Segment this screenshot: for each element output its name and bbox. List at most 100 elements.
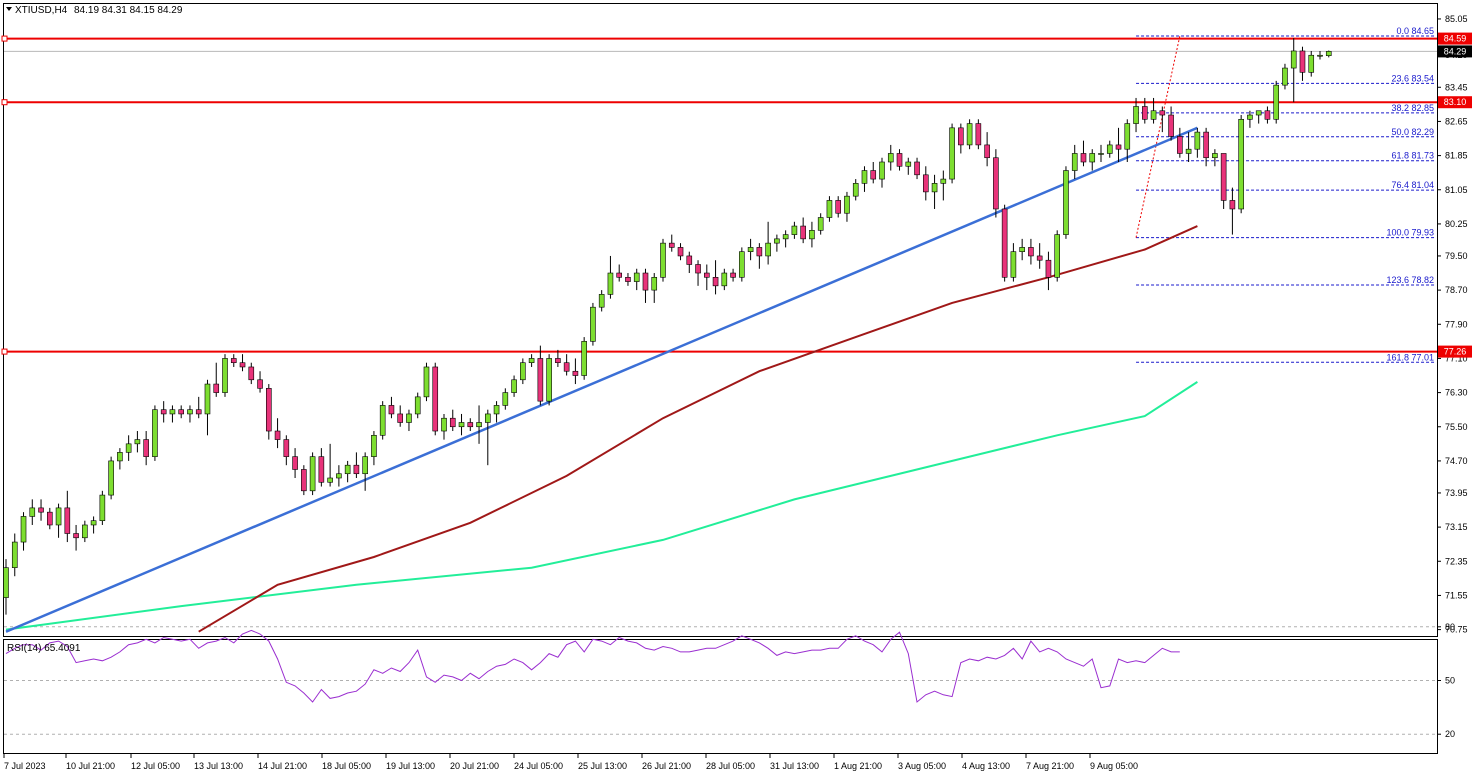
price-tick-label: 80.25 (1445, 219, 1468, 229)
price-tag-label: 84.59 (1444, 34, 1467, 44)
rsi-tick-label: 50 (1445, 676, 1455, 686)
bullish-candle (108, 460, 114, 496)
bullish-candle (1317, 54, 1323, 57)
bullish-candle (546, 358, 552, 402)
bullish-candle (1255, 110, 1262, 116)
bullish-candle (1089, 153, 1096, 163)
bullish-candle (1325, 51, 1332, 56)
bullish-candle (844, 195, 850, 214)
bearish-candle (213, 383, 220, 393)
price-tick-label: 70.75 (1445, 625, 1468, 635)
bearish-candle (616, 272, 623, 278)
price-tick-label: 77.10 (1445, 353, 1468, 363)
time-tick-label: 31 Jul 13:00 (770, 761, 819, 771)
level-anchor-handle (1, 35, 8, 42)
price-tick-label: 81.05 (1445, 185, 1468, 195)
bullish-candle (309, 456, 316, 492)
bearish-candle (38, 507, 44, 513)
bearish-candle (248, 366, 255, 381)
horizontal-levels[interactable] (1, 35, 1437, 355)
bullish-candle (1150, 110, 1157, 120)
price-tag (1438, 45, 1472, 58)
bearish-candle (537, 358, 544, 402)
bullish-candle (362, 456, 368, 475)
bullish-candle (633, 272, 640, 282)
bullish-candle (581, 341, 587, 376)
price-tick-label: 76.30 (1445, 388, 1468, 398)
bearish-candle (449, 417, 456, 428)
bearish-candle (896, 153, 903, 167)
bearish-candle (870, 170, 877, 180)
price-tag (1438, 345, 1472, 358)
bearish-candle (1177, 136, 1183, 154)
bullish-candle (3, 567, 9, 598)
bullish-candle (1185, 148, 1192, 154)
bearish-candle (73, 533, 79, 539)
bearish-candle (1036, 255, 1043, 261)
bearish-candle (64, 507, 71, 534)
bearish-candle (993, 157, 999, 210)
bullish-candle (852, 183, 859, 197)
bullish-candle (29, 507, 36, 517)
bearish-candle (668, 242, 675, 248)
bullish-candle (1308, 54, 1315, 73)
price-tag-label: 83.10 (1444, 97, 1467, 107)
bearish-candle (1028, 247, 1034, 257)
rsi-label: RSI(14) 65.4091 (7, 643, 81, 654)
bullish-candle (940, 178, 947, 184)
chart-header: XTIUSD,H4 84.19 84.31 84.15 84.29 (6, 5, 183, 16)
bearish-candle (555, 358, 561, 364)
time-tick-label: 1 Aug 21:00 (834, 761, 882, 771)
price-tick-label: 79.50 (1445, 251, 1468, 261)
bullish-candle (1124, 123, 1131, 150)
price-tick-label: 72.35 (1445, 556, 1468, 566)
bullish-candle (887, 153, 894, 163)
price-tick-label: 83.45 (1445, 82, 1468, 92)
bullish-candle (1282, 67, 1288, 86)
time-tick-label: 26 Jul 21:00 (642, 761, 691, 771)
bearish-candle (975, 123, 982, 146)
bearish-candle (160, 409, 167, 415)
bearish-candle (835, 200, 842, 214)
time-tick-label: 24 Jul 05:00 (514, 761, 563, 771)
price-tick-label: 75.50 (1445, 422, 1468, 432)
bearish-candle (1299, 50, 1306, 73)
bullish-candle (1054, 234, 1060, 278)
bearish-candle (195, 409, 202, 415)
time-tick-label: 19 Jul 13:00 (386, 761, 435, 771)
bullish-candle (817, 217, 824, 231)
bearish-candle (686, 255, 693, 265)
bearish-candle (712, 276, 719, 287)
bullish-candle (721, 272, 728, 287)
bullish-candle (484, 413, 491, 423)
bearish-candle (677, 247, 684, 257)
bullish-candle (204, 383, 211, 415)
bullish-candle (441, 417, 447, 432)
bullish-candle (1071, 153, 1078, 171)
rsi-tick-label: 20 (1445, 729, 1455, 739)
bearish-candle (432, 366, 439, 432)
rsi-tick-label: 80 (1445, 622, 1455, 632)
bearish-candle (1001, 208, 1008, 278)
price-tag (1438, 32, 1472, 45)
bullish-candle (406, 413, 412, 423)
bullish-candle (502, 392, 509, 406)
trend-line[interactable] (5, 126, 1198, 633)
bearish-candle (642, 272, 649, 291)
bearish-candle (239, 362, 246, 368)
price-tick-label: 78.70 (1445, 285, 1468, 295)
fib-level-label: 0.0 84.65 (1396, 26, 1434, 36)
bearish-candle (230, 358, 237, 364)
bullish-candle (336, 473, 342, 479)
price-tick-label: 74.70 (1445, 456, 1468, 466)
bearish-candle (318, 456, 325, 483)
bullish-candle (1106, 144, 1113, 154)
bullish-candle (809, 230, 815, 240)
time-tick-label: 18 Jul 05:00 (322, 761, 371, 771)
fib-level-label: 50.0 82.29 (1391, 127, 1434, 137)
price-tag (1438, 96, 1472, 109)
bearish-candle (563, 362, 570, 372)
bullish-candle (476, 422, 482, 428)
fibonacci-retracement[interactable]: 0.0 84.65 23.6 83.54 38.2 82.85 50.0 82.29 6… (1135, 26, 1436, 363)
